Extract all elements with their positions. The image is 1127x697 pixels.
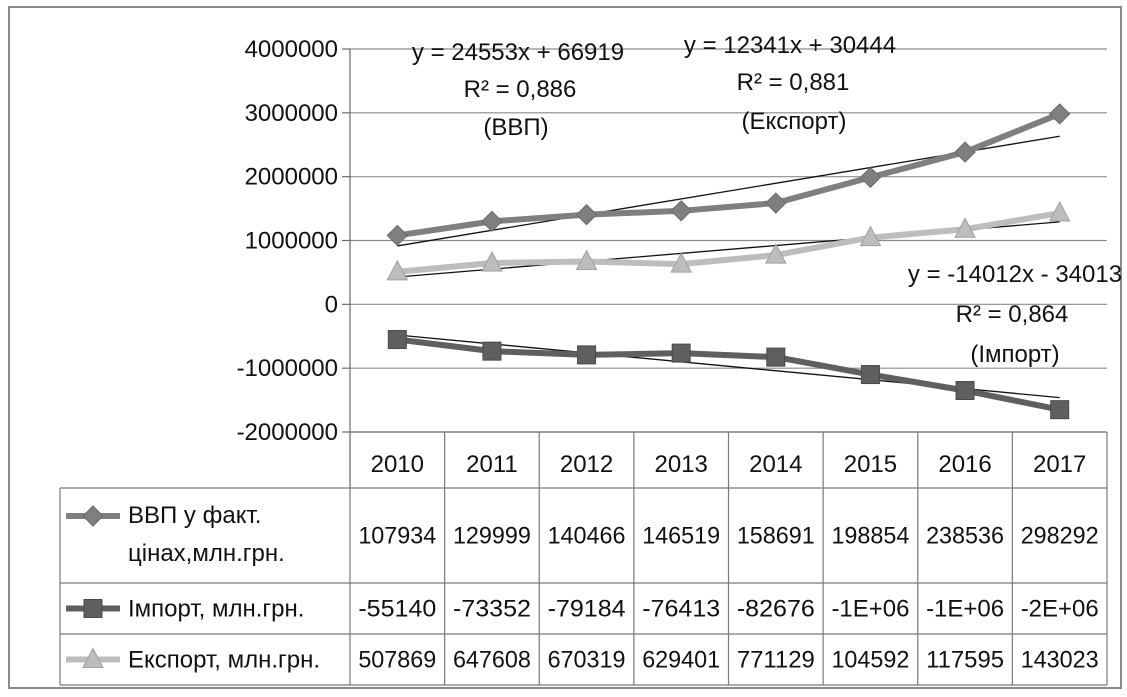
data-point: [1048, 103, 1071, 125]
table-cell-value: 647608: [453, 647, 531, 674]
table-cell-value: 238536: [926, 523, 1004, 550]
data-point: [670, 252, 693, 273]
x-category-label: 2011: [466, 451, 518, 478]
data-point: [482, 341, 502, 361]
trendline-equation-label: (Експорт): [742, 108, 847, 135]
table-cell-value: 670319: [548, 647, 626, 674]
trendline-equation-label: (ВВП): [483, 114, 548, 141]
legend-series-name: Експорт, млн.грн.: [128, 647, 320, 674]
table-cell-value: 629401: [642, 647, 720, 674]
table-cell-value: 298292: [1021, 523, 1099, 550]
data-table: 2010 2011 2012 2013 2014 2015 2016 2017 ВВП у фа…: [59, 431, 1108, 686]
chart-frame: [8, 6, 1122, 689]
data-point: [671, 343, 691, 363]
table-cell-value: 158691: [737, 523, 815, 550]
data-point: [1050, 400, 1070, 420]
series-line: [396, 336, 1061, 413]
trendline-equation-label: R² = 0,864: [956, 301, 1069, 328]
data-point: [577, 345, 597, 365]
grid-lines: [350, 48, 1107, 433]
table-cell-value: -55140: [358, 596, 436, 623]
trendline-equation-label: y = 24553x + 66919: [412, 39, 624, 66]
y-tick-label: -2000000: [237, 419, 338, 446]
x-category-label: 2017: [1033, 451, 1086, 478]
y-tick-label: -1000000: [237, 355, 338, 382]
table-cell-value: -1E+06: [831, 596, 909, 623]
data-point: [765, 192, 787, 214]
legend-series-name: Імпорт, млн.грн.: [128, 596, 304, 623]
data-point: [386, 224, 409, 247]
legend-key-marker: [82, 505, 104, 527]
series-lines: [396, 111, 1061, 413]
table-cell-value: 507869: [358, 647, 436, 674]
data-point: [859, 225, 882, 247]
x-category-label: 2012: [560, 451, 613, 478]
table-cell-value: -79184: [548, 596, 626, 623]
table-cell-value: 107934: [358, 523, 436, 550]
table-cell-value: 129999: [453, 523, 531, 550]
x-category-label: 2010: [371, 451, 424, 478]
data-point: [387, 330, 407, 350]
data-point: [481, 210, 503, 233]
table-cell-value: 117595: [926, 647, 1004, 674]
data-point: [386, 259, 409, 281]
y-tick-label: 3000000: [245, 100, 338, 127]
table-cell-value: 198854: [831, 523, 909, 550]
data-point: [859, 166, 882, 189]
table-cell-value: -2E+06: [1021, 596, 1099, 623]
y-tick-label: 1000000: [245, 228, 338, 255]
data-point: [481, 250, 503, 272]
trendline-equation-label: y = 12341x + 30444: [684, 32, 896, 59]
series-markers: [386, 103, 1071, 420]
table-cell-value: 140466: [548, 523, 626, 550]
data-point: [575, 203, 598, 226]
legend-key-marker: [83, 599, 103, 618]
data-point: [575, 249, 598, 271]
y-axis: 4000000 3000000 2000000 1000000 0 -1000000 -20…: [237, 36, 351, 488]
data-point: [954, 141, 976, 163]
trendline-equation-label: R² = 0,886: [464, 76, 577, 103]
x-category-label: 2016: [938, 451, 991, 478]
data-point: [670, 200, 692, 222]
x-category-label: 2015: [844, 451, 897, 478]
data-point: [766, 347, 786, 367]
table-cell-value: -76413: [642, 596, 720, 623]
data-point: [955, 381, 975, 401]
table-cell-value: 104592: [831, 647, 909, 674]
table-cell-value: 146519: [642, 523, 720, 550]
y-tick-label: 2000000: [245, 164, 338, 191]
x-category-label: 2014: [749, 451, 802, 478]
y-tick-label: 4000000: [245, 36, 338, 63]
trendline-annotations: y = 24553x + 66919 R² = 0,886 (ВВП) y = 123…: [412, 32, 1122, 368]
table-cell-value: 143023: [1021, 647, 1099, 674]
series-line: [396, 111, 1061, 239]
table-cell-value: -1E+06: [926, 596, 1004, 623]
trendline-equation-label: y = -14012x - 34013: [908, 261, 1122, 288]
trendline-equation-label: R² = 0,881: [737, 69, 850, 96]
data-point: [1048, 200, 1071, 222]
legend-series-name: ВВП у факт. цінах,млн.грн.: [128, 502, 285, 567]
table-cell-value: -82676: [737, 596, 815, 623]
y-tick-label: 0: [325, 291, 338, 318]
data-point: [764, 243, 787, 264]
legend-key-marker: [82, 647, 104, 668]
series-line: [397, 210, 1061, 275]
data-point: [954, 217, 976, 238]
table-cell-value: 771129: [737, 647, 815, 674]
x-category-label: 2013: [654, 451, 707, 478]
table-cell-value: -73352: [453, 596, 531, 623]
data-point: [860, 365, 880, 385]
trendline-equation-label: (Імпорт): [970, 341, 1059, 368]
